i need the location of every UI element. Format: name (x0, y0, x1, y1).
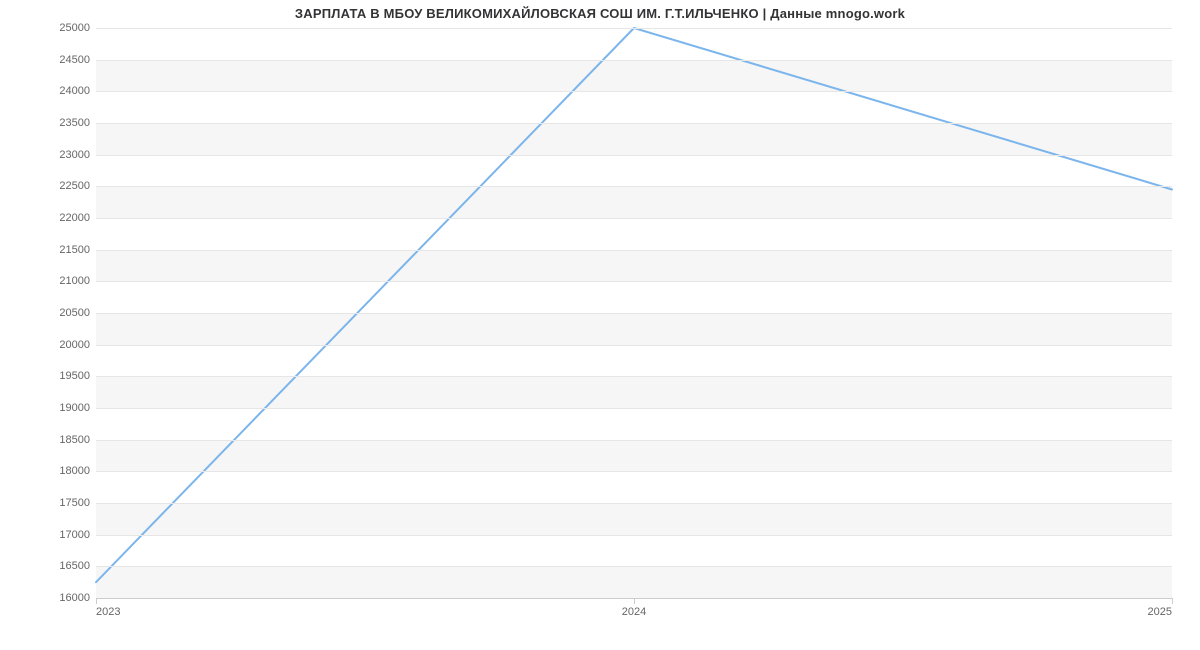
gridline (96, 535, 1172, 536)
gridline (96, 281, 1172, 282)
gridline (96, 408, 1172, 409)
x-tick-mark (96, 598, 97, 604)
x-tick-label: 2023 (96, 606, 120, 618)
y-tick-label: 18000 (59, 465, 90, 477)
y-tick-label: 25000 (59, 22, 90, 34)
x-tick-mark (1172, 598, 1173, 604)
y-tick-label: 19500 (59, 370, 90, 382)
x-tick-label: 2024 (622, 606, 646, 618)
gridline (96, 503, 1172, 504)
y-tick-label: 16500 (59, 560, 90, 572)
x-tick-label: 2025 (1148, 606, 1172, 618)
gridline (96, 123, 1172, 124)
plot-area: 1600016500170001750018000185001900019500… (96, 28, 1172, 598)
gridline (96, 345, 1172, 346)
gridline (96, 91, 1172, 92)
y-tick-label: 22000 (59, 212, 90, 224)
y-tick-label: 22500 (59, 180, 90, 192)
y-tick-label: 23500 (59, 117, 90, 129)
gridline (96, 376, 1172, 377)
series-line-salary (96, 28, 1172, 582)
gridline (96, 471, 1172, 472)
gridline (96, 218, 1172, 219)
gridline (96, 60, 1172, 61)
x-tick-mark (634, 598, 635, 604)
y-tick-label: 17000 (59, 529, 90, 541)
gridline (96, 566, 1172, 567)
chart-title: ЗАРПЛАТА В МБОУ ВЕЛИКОМИХАЙЛОВСКАЯ СОШ И… (0, 6, 1200, 21)
gridline (96, 155, 1172, 156)
gridline (96, 186, 1172, 187)
y-tick-label: 17500 (59, 497, 90, 509)
y-tick-label: 20500 (59, 307, 90, 319)
gridline (96, 440, 1172, 441)
y-tick-label: 21500 (59, 244, 90, 256)
y-tick-label: 16000 (59, 592, 90, 604)
y-tick-label: 24000 (59, 85, 90, 97)
y-tick-label: 24500 (59, 54, 90, 66)
y-tick-label: 23000 (59, 149, 90, 161)
gridline (96, 313, 1172, 314)
y-tick-label: 18500 (59, 434, 90, 446)
gridline (96, 250, 1172, 251)
y-tick-label: 21000 (59, 275, 90, 287)
y-tick-label: 20000 (59, 339, 90, 351)
salary-line-chart: ЗАРПЛАТА В МБОУ ВЕЛИКОМИХАЙЛОВСКАЯ СОШ И… (0, 0, 1200, 650)
gridline (96, 28, 1172, 29)
y-tick-label: 19000 (59, 402, 90, 414)
